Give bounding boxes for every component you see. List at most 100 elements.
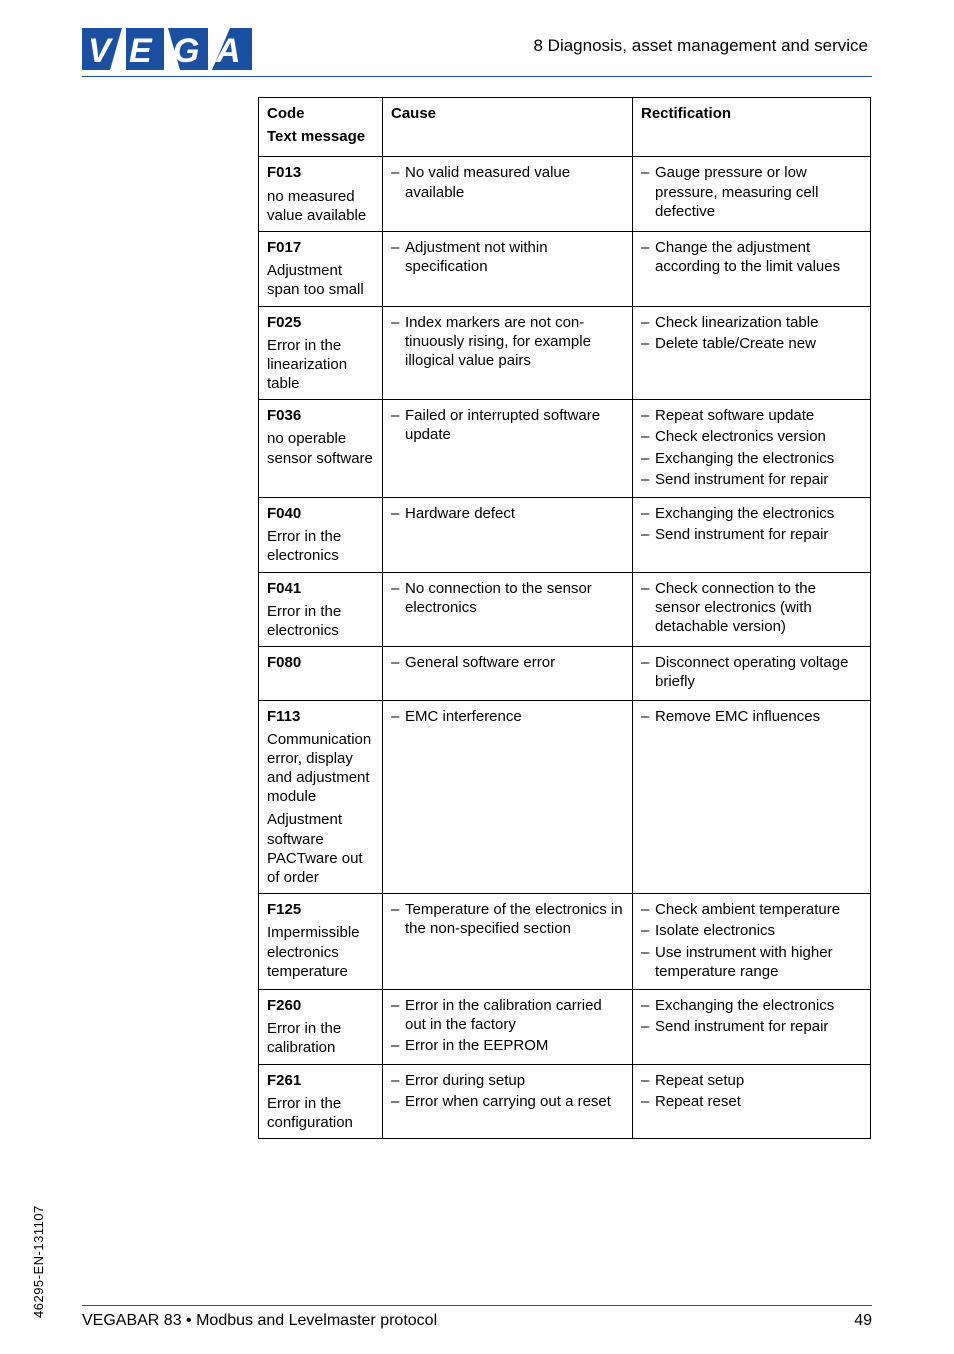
table-row: F260 Error in the calibration Error in the… — [259, 989, 871, 1064]
table-row: F017Adjustment span too smallAdjustment … — [259, 231, 871, 306]
code-main: F260 — [267, 996, 376, 1015]
table-row: F125Impermissi­ble electronics temperatu… — [259, 894, 871, 990]
list-item: No valid measured value available — [391, 163, 626, 201]
error-table: Code Text mes­sage Cause Rectification F… — [258, 97, 871, 1139]
svg-text:E: E — [129, 32, 153, 70]
list-item: EMC interference — [391, 707, 626, 726]
cause-list: Hardware defect — [391, 504, 626, 523]
code-main: F017 — [267, 238, 376, 257]
rect-list: Gauge pressure or low pressure, measurin… — [641, 163, 864, 221]
list-item: Send instrument for repair — [641, 470, 864, 489]
th-rect: Rectification — [633, 98, 871, 157]
cell-cause: General software error — [383, 647, 633, 700]
page: V E G A 8 Diagnosis, asset management an… — [0, 0, 954, 1354]
rect-list: Check connection to the sensor electroni… — [641, 579, 864, 637]
code-sub: Error in the electronics — [267, 527, 376, 565]
cell-cause: EMC interference — [383, 700, 633, 894]
list-item: Remove EMC influences — [641, 707, 864, 726]
cell-rect: Gauge pressure or low pressure, measurin… — [633, 157, 871, 232]
cause-list: No connection to the sensor electronics — [391, 579, 626, 617]
svg-text:V: V — [88, 32, 114, 70]
table-row: F025Error in the linearization tableInde… — [259, 306, 871, 400]
code-sub: Error in the linearization table — [267, 336, 376, 394]
code-sub: Error in the electronics — [267, 602, 376, 640]
cause-list: Temperature of the elec­tronics in the n… — [391, 900, 626, 938]
cell-cause: Index markers are not con­tinuously risi… — [383, 306, 633, 400]
table-row: F040 Error in the electronics Hardware def… — [259, 498, 871, 573]
rect-list: Remove EMC influences — [641, 707, 864, 726]
table-row: F041 Error in the electronics No connectio… — [259, 572, 871, 647]
footer: VEGABAR 83 • Modbus and Levelmaster prot… — [82, 1305, 872, 1330]
rect-list: Repeat setupRepeat reset — [641, 1071, 864, 1111]
list-item: Delete table/Create new — [641, 334, 864, 353]
code-sub: Adjustment software PACTware out of orde… — [267, 810, 376, 887]
cell-rect: Remove EMC influences — [633, 700, 871, 894]
list-item: Check connection to the sensor electroni… — [641, 579, 864, 637]
th-code-sub: Text mes­sage — [267, 127, 376, 146]
cell-cause: No valid measured value available — [383, 157, 633, 232]
th-code-label: Code — [267, 104, 376, 123]
list-item: Exchanging the electronics — [641, 504, 864, 523]
cause-list: Failed or interrupted soft­ware update — [391, 406, 626, 444]
list-item: Send instrument for repair — [641, 525, 864, 544]
vega-logo: V E G A — [82, 28, 252, 70]
rect-list: Check ambient temperature Isolate electro… — [641, 900, 864, 981]
code-main: F041 — [267, 579, 376, 598]
cell-cause: Hardware defect — [383, 498, 633, 573]
list-item: No connection to the sensor electronics — [391, 579, 626, 617]
cell-code: F013no measured value avail­able — [259, 157, 383, 232]
cell-code: F113Communi­cation error, display and ad… — [259, 700, 383, 894]
code-main: F040 — [267, 504, 376, 523]
footer-row: VEGABAR 83 • Modbus and Levelmaster prot… — [82, 1312, 872, 1330]
table-row: F013no measured value avail­ableNo valid… — [259, 157, 871, 232]
rect-list: Exchanging the electronics Send instrumen… — [641, 504, 864, 544]
list-item: Disconnect operating volt­age briefly — [641, 653, 864, 691]
cell-cause: Error during setupError when carrying ou… — [383, 1064, 633, 1139]
list-item: Adjustment not within specification — [391, 238, 626, 276]
section-title: 8 Diagnosis, asset management and servic… — [533, 36, 868, 56]
cause-list: EMC interference — [391, 707, 626, 726]
code-sub: Error in the calibration — [267, 1019, 376, 1057]
cell-code: F040 Error in the electronics — [259, 498, 383, 573]
cell-rect: Check ambient temperature Isolate electro… — [633, 894, 871, 990]
list-item: Send instrument for repair — [641, 1017, 864, 1036]
list-item: Error when carrying out a reset — [391, 1092, 626, 1111]
list-item: Index markers are not con­tinuously risi… — [391, 313, 626, 371]
cause-list: General software error — [391, 653, 626, 672]
table-wrap: Code Text mes­sage Cause Rectification F… — [258, 97, 872, 1139]
list-item: Repeat software update — [641, 406, 864, 425]
list-item: Repeat setup — [641, 1071, 864, 1090]
rect-list: Change the adjustment according to the l… — [641, 238, 864, 276]
rect-list: Exchanging the electronicsSend instrumen… — [641, 996, 864, 1036]
cell-rect: Repeat software updateCheck electronics … — [633, 400, 871, 498]
cell-cause: Adjustment not within specification — [383, 231, 633, 306]
table-row: F036no operable sensor soft­wareFailed o… — [259, 400, 871, 498]
list-item: Error in the calibration car­ried out in… — [391, 996, 626, 1034]
th-code: Code Text mes­sage — [259, 98, 383, 157]
cell-rect: Repeat setupRepeat reset — [633, 1064, 871, 1139]
list-item: Exchanging the electronics — [641, 449, 864, 468]
cell-code: F036no operable sensor soft­ware — [259, 400, 383, 498]
cell-rect: Disconnect operating volt­age briefly — [633, 647, 871, 700]
code-main: F080 — [267, 653, 376, 672]
cause-list: No valid measured value available — [391, 163, 626, 201]
list-item: Check ambient temperature — [641, 900, 864, 919]
cause-list: Error in the calibration car­ried out in… — [391, 996, 626, 1056]
table-row: F080 General software error Disconnect ope… — [259, 647, 871, 700]
list-item: Isolate electronics — [641, 921, 864, 940]
table-header-row: Code Text mes­sage Cause Rectification — [259, 98, 871, 157]
list-item: Gauge pressure or low pressure, measurin… — [641, 163, 864, 221]
code-main: F036 — [267, 406, 376, 425]
cell-cause: Temperature of the elec­tronics in the n… — [383, 894, 633, 990]
table-row: F113Communi­cation error, display and ad… — [259, 700, 871, 894]
footer-rule — [82, 1305, 872, 1306]
footer-left: VEGABAR 83 • Modbus and Levelmaster prot… — [82, 1312, 437, 1330]
cell-code: F260 Error in the calibration — [259, 989, 383, 1064]
code-main: F113 — [267, 707, 376, 726]
cell-rect: Exchanging the electronicsSend instrumen… — [633, 989, 871, 1064]
cell-code: F261Error in the configuration — [259, 1064, 383, 1139]
cell-cause: Failed or interrupted soft­ware update — [383, 400, 633, 498]
cell-code: F125Impermissi­ble electronics temperatu… — [259, 894, 383, 990]
cause-list: Error during setupError when carrying ou… — [391, 1071, 626, 1111]
cell-cause: Error in the calibration car­ried out in… — [383, 989, 633, 1064]
